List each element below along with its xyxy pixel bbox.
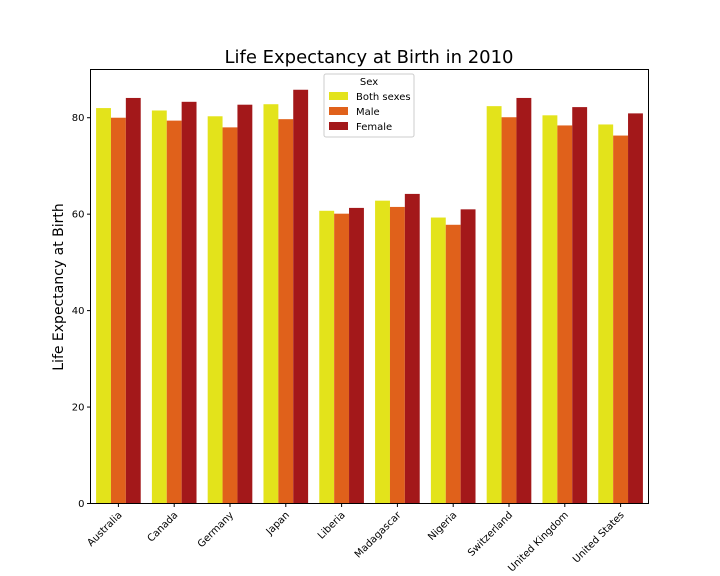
y-tick-label: 20: [72, 403, 85, 414]
bar: [404, 193, 420, 504]
x-tick-label: Canada: [146, 510, 181, 545]
plot-frame: [90, 69, 649, 504]
bar: [334, 213, 350, 504]
bar: [125, 97, 141, 504]
legend-swatch: [329, 92, 348, 100]
bar: [293, 89, 309, 504]
x-ticks: Australia Canada Germany Japan Liberia Madaga…: [85, 503, 627, 575]
y-tick-label: 0: [78, 499, 84, 510]
bar: [237, 104, 253, 504]
bar: [613, 135, 629, 504]
x-tick-label: Madagascar: [353, 509, 404, 560]
x-tick-label: United Kingdom: [506, 510, 571, 575]
x-tick-label: United States: [571, 510, 627, 566]
bar: [598, 124, 614, 504]
bar: [516, 97, 532, 504]
bars: [96, 89, 643, 504]
bar: [222, 127, 238, 504]
bar: [349, 207, 364, 504]
x-tick-label: Japan: [264, 510, 292, 538]
bar: [445, 224, 461, 504]
bar: [430, 217, 446, 504]
bar: [542, 115, 558, 504]
bar: [557, 125, 573, 504]
bar: [319, 210, 335, 504]
bar: [375, 200, 390, 504]
x-tick-label: Liberia: [316, 510, 348, 542]
bar: [572, 107, 588, 504]
y-tick-label: 80: [72, 113, 85, 124]
bar: [460, 209, 476, 504]
x-tick-label: Switzerland: [466, 510, 515, 559]
y-axis-label: Life Expectancy at Birth: [51, 203, 67, 371]
x-tick-label: Nigeria: [426, 510, 459, 543]
legend-swatch: [329, 122, 348, 130]
y-tick-label: 40: [72, 306, 85, 317]
legend-title: Sex: [360, 77, 378, 88]
legend: Sex Both sexes Male Female: [323, 73, 415, 138]
bar: [278, 119, 294, 504]
legend-label: Female: [356, 122, 392, 133]
y-ticks: 0 20 40 60 80: [72, 113, 91, 510]
legend-box: [323, 73, 415, 138]
x-tick-label: Germany: [196, 510, 236, 550]
bar: [96, 108, 111, 504]
bar: [263, 104, 279, 504]
bar: [207, 116, 223, 504]
legend-label: Male: [356, 107, 380, 118]
bar: [628, 113, 643, 504]
chart-title: Life Expectancy at Birth in 2010: [224, 47, 513, 68]
bar: [501, 117, 517, 504]
legend-label: Both sexes: [356, 92, 411, 103]
bar: [166, 120, 182, 504]
bar: [389, 206, 405, 504]
bar: [110, 117, 126, 504]
bar: [181, 101, 197, 504]
bar: [486, 106, 502, 504]
x-tick-label: Australia: [85, 510, 124, 549]
legend-swatch: [329, 107, 348, 115]
y-tick-label: 60: [72, 210, 85, 221]
bar: [151, 110, 167, 504]
